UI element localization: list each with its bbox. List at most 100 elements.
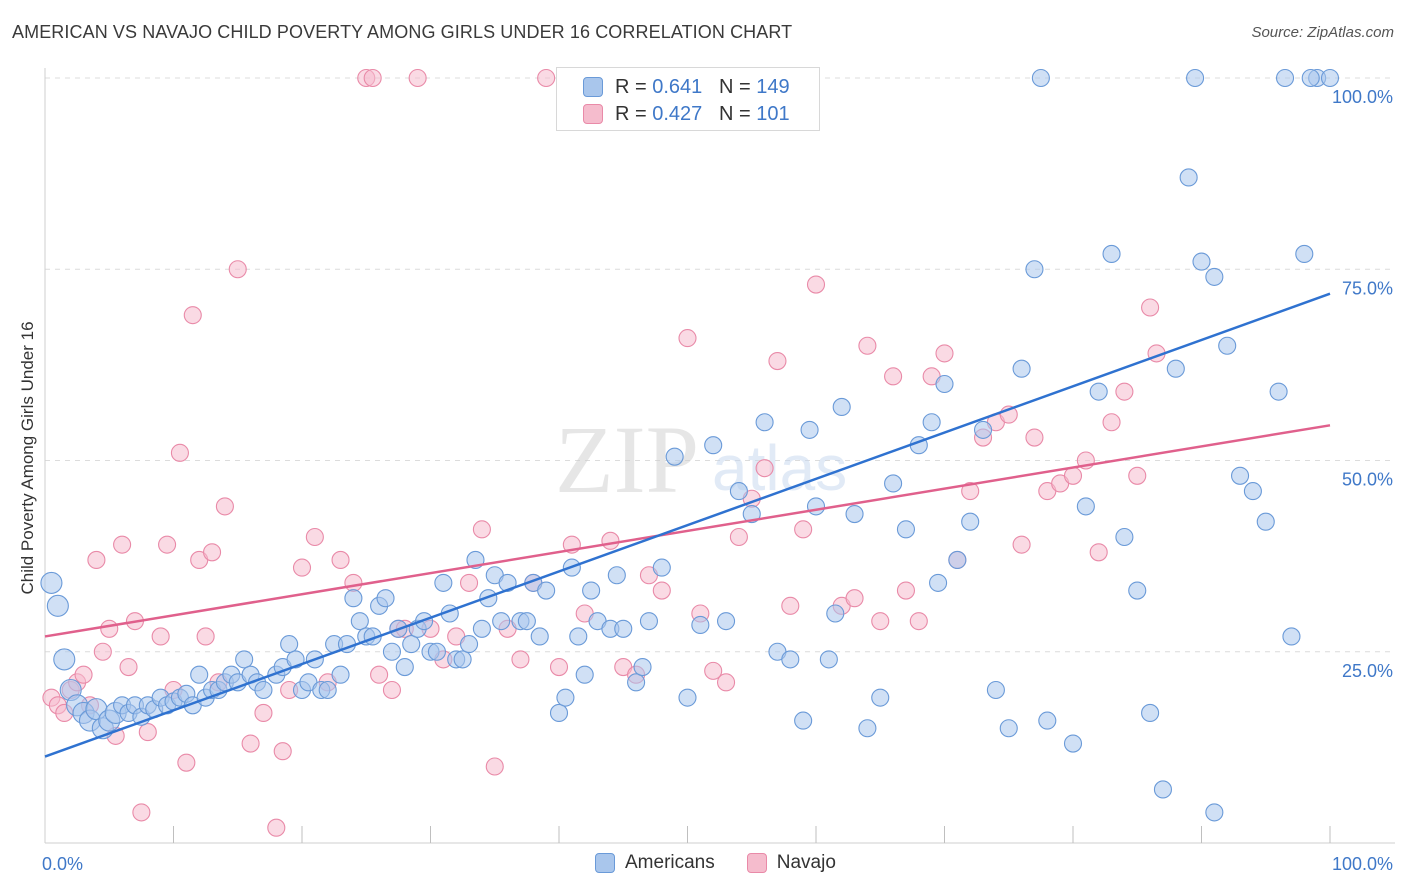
axes: [44, 68, 1395, 844]
americans-point: [794, 711, 813, 730]
correlation-legend: R = 0.641 N = 149 R = 0.427 N = 101: [556, 67, 820, 131]
y-tick-label: 75.0%: [1342, 278, 1393, 298]
navajo-point: [273, 742, 292, 761]
americans-point: [806, 497, 826, 516]
americans-point: [1179, 168, 1198, 187]
americans-point: [871, 688, 890, 707]
y-tick-label: 100.0%: [1332, 87, 1393, 107]
americans-point: [832, 397, 851, 417]
navajo-point: [909, 612, 928, 631]
navajo-point: [935, 344, 954, 363]
navajo-point: [1012, 535, 1031, 554]
navajo-point: [678, 329, 697, 348]
navajo-point: [267, 818, 286, 837]
navajo-point: [100, 619, 119, 638]
americans-point: [280, 635, 299, 654]
navajo-point: [1102, 413, 1121, 432]
navajo-point: [1115, 382, 1134, 401]
navajo-point: [537, 68, 556, 88]
americans-point: [549, 703, 569, 723]
americans-point: [1218, 336, 1237, 355]
navajo-point: [292, 558, 312, 577]
americans-point: [652, 558, 671, 577]
americans-point: [1205, 803, 1224, 822]
americans-point: [1128, 581, 1147, 600]
x-tick-label-max: 100.0%: [1332, 854, 1393, 874]
navajo-point: [485, 757, 504, 776]
americans-point: [633, 657, 652, 677]
navajo-point: [961, 482, 980, 501]
americans-point: [530, 627, 549, 646]
y-tick-labels: 25.0% 50.0% 75.0% 100.0%: [1332, 87, 1393, 681]
navajo-point: [1089, 543, 1108, 562]
navajo-point: [704, 661, 723, 680]
americans-point: [1269, 382, 1288, 401]
navajo-trend-line: [44, 424, 1331, 638]
americans-r-label: R =: [615, 75, 647, 98]
americans-point: [427, 642, 446, 661]
americans-point: [1089, 382, 1108, 401]
navajo-point: [151, 627, 170, 646]
americans-point: [691, 615, 710, 635]
americans-point: [1153, 780, 1172, 799]
navajo-n-value: 101: [756, 102, 790, 125]
americans-point: [1166, 359, 1185, 378]
source-credit: Source: ZipAtlas.com: [1251, 24, 1394, 41]
navajo-point: [382, 680, 402, 700]
navajo-point: [183, 306, 202, 325]
americans-point: [434, 573, 453, 592]
americans-point: [1205, 267, 1224, 286]
americans-point: [961, 512, 980, 531]
navajo-point: [472, 520, 491, 539]
navajo-point: [601, 531, 620, 550]
navajo-n-label: N =: [718, 102, 751, 125]
navajo-point: [241, 734, 260, 753]
navajo-point: [119, 657, 138, 677]
americans-trend-line: [44, 292, 1331, 758]
americans-point: [569, 627, 588, 646]
navajo-point: [363, 68, 382, 88]
series-legend: Americans Navajo: [595, 852, 836, 874]
navajo-point: [74, 665, 93, 684]
americans-point: [639, 612, 659, 631]
navajo-point: [93, 642, 112, 661]
americans-point: [1141, 703, 1160, 723]
americans-point: [884, 474, 903, 493]
americans-point: [53, 648, 76, 671]
americans-point: [729, 482, 748, 501]
americans-point: [973, 420, 993, 439]
americans-point: [40, 571, 63, 594]
americans-point: [1115, 527, 1134, 547]
americans-point: [1282, 627, 1301, 646]
americans-point: [395, 657, 414, 677]
navajo-point: [729, 527, 748, 547]
americans-point: [1025, 260, 1044, 279]
navajo-point: [158, 535, 177, 554]
americans-point: [376, 589, 395, 608]
americans-point: [331, 665, 350, 684]
americans-point: [742, 504, 761, 524]
navajo-point: [138, 723, 157, 742]
americans-point: [1320, 68, 1340, 88]
navajo-point: [549, 657, 569, 677]
navajo-point: [1025, 428, 1044, 447]
americans-point: [627, 673, 646, 692]
watermark: ZIP atlas: [555, 406, 847, 513]
navajo-point: [331, 550, 350, 570]
americans-point: [235, 650, 254, 669]
americans-point: [1031, 68, 1050, 88]
americans-point: [517, 612, 536, 631]
navajo-point: [408, 68, 427, 88]
navajo-point: [170, 443, 189, 462]
americans-point: [704, 436, 723, 455]
americans-point: [190, 665, 209, 684]
americans-point: [826, 604, 845, 623]
americans-r-value: 0.641: [652, 75, 703, 98]
americans-point: [755, 413, 774, 432]
navajo-point: [652, 581, 671, 600]
navajo-point: [884, 367, 903, 386]
americans-point: [896, 520, 916, 539]
americans-point: [800, 420, 819, 439]
americans-point: [344, 589, 363, 608]
navajo-point: [254, 703, 273, 723]
